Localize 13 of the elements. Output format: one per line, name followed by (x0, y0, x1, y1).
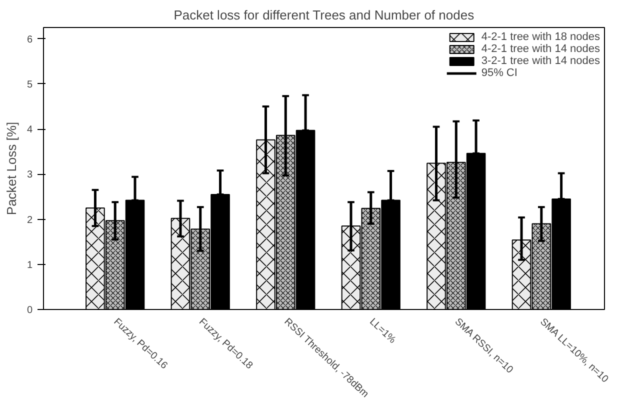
y-tick-label: 4 (26, 124, 33, 136)
legend-label: 4-2-1 tree with 14 nodes (481, 43, 600, 55)
y-tick-label: 3 (26, 170, 33, 181)
y-axis-title: Packet Loss [%] (4, 122, 19, 216)
y-tick-label: 0 (26, 305, 33, 316)
y-tick-label: 6 (26, 34, 33, 46)
legend-label: 4-2-1 tree with 18 nodes (481, 31, 600, 43)
y-tick-label: 2 (26, 214, 33, 226)
y-tick-label: 1 (26, 260, 33, 271)
annotation: 95% CI (481, 67, 518, 79)
legend-label: 3-2-1 tree with 14 nodes (481, 55, 600, 67)
y-tick-label: 5 (26, 79, 33, 90)
chart-title: Packet loss for different Trees and Number of nodes (174, 8, 475, 22)
